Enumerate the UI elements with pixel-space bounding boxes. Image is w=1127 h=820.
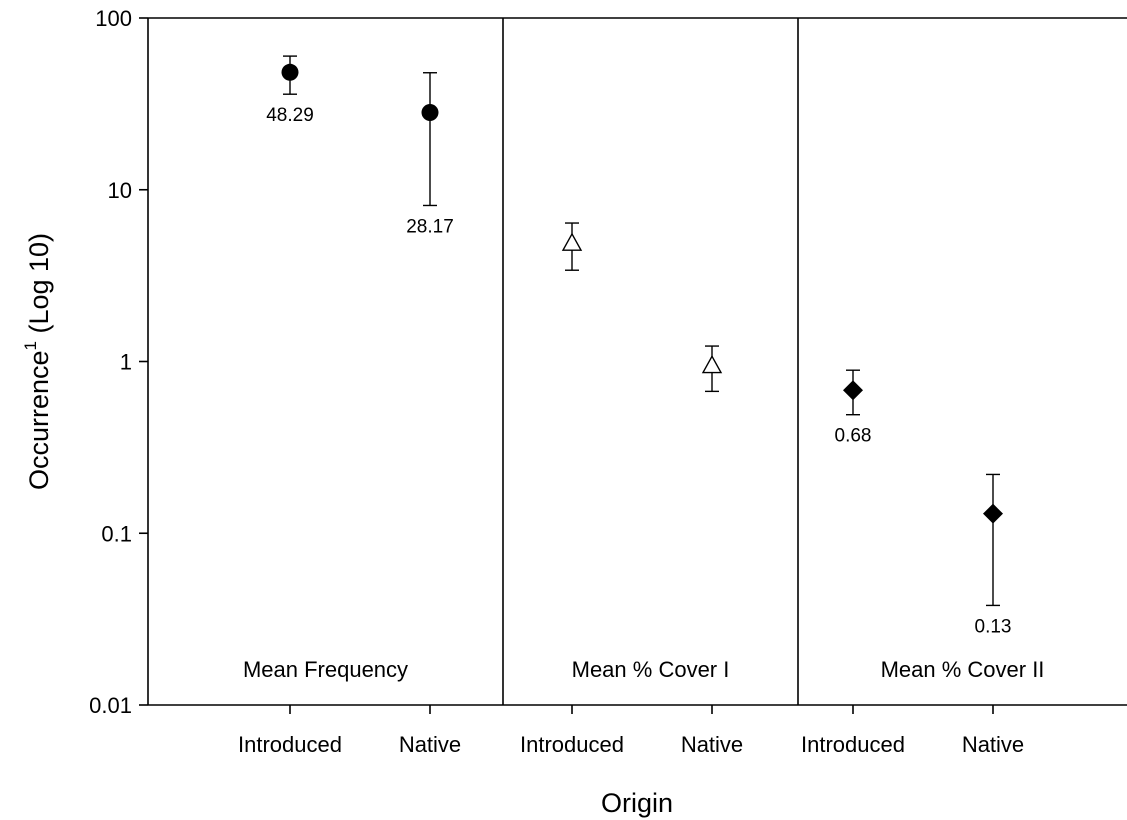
data-point-circle: [421, 103, 439, 121]
plot-frame: [147, 17, 1127, 706]
y-axis-title-main: Occurrence: [24, 350, 54, 490]
x-tick-label: Native: [681, 732, 743, 757]
data-label: 0.13: [975, 616, 1012, 637]
x-tick-label: Native: [962, 732, 1024, 757]
panels: Mean Frequency Introduced 48.29 Native 28.17…: [238, 55, 1045, 757]
data-point-triangle: [701, 354, 723, 374]
panel-1: Mean Frequency Introduced 48.29 Native 28.17: [238, 55, 461, 757]
x-tick-label: Introduced: [801, 732, 905, 757]
panel-2: Mean % Cover I Introduced Native: [520, 222, 743, 757]
panel-label: Mean % Cover II: [881, 657, 1045, 682]
data-label: 28.17: [406, 216, 454, 237]
data-point-diamond: [843, 380, 863, 401]
y-axis-title: Occurrence1 (Log 10): [21, 233, 54, 490]
data-label: 48.29: [266, 105, 314, 126]
x-tick-label: Introduced: [520, 732, 624, 757]
panel-label: Mean % Cover I: [572, 657, 730, 682]
y-axis-ticks: 0.01 0.1 1 10 100: [89, 6, 148, 718]
y-tick-label: 0.1: [101, 521, 132, 546]
x-axis-title: Origin: [601, 788, 673, 818]
y-axis-title-suffix: (Log 10): [24, 233, 54, 341]
panel-label: Mean Frequency: [243, 657, 408, 682]
y-tick-label: 100: [95, 6, 132, 31]
panel-3: Mean % Cover II Introduced 0.68 Native 0.13: [801, 369, 1045, 757]
y-tick-label: 10: [108, 178, 132, 203]
y-tick-label: 1: [120, 350, 132, 375]
data-point-circle: [281, 63, 299, 81]
y-tick-label: 0.01: [89, 693, 132, 718]
x-tick-label: Native: [399, 732, 461, 757]
data-point-diamond: [983, 503, 1003, 524]
data-point-triangle: [561, 232, 583, 251]
x-tick-label: Introduced: [238, 732, 342, 757]
data-label: 0.68: [835, 426, 872, 447]
y-axis-title-superscript: 1: [21, 341, 40, 350]
